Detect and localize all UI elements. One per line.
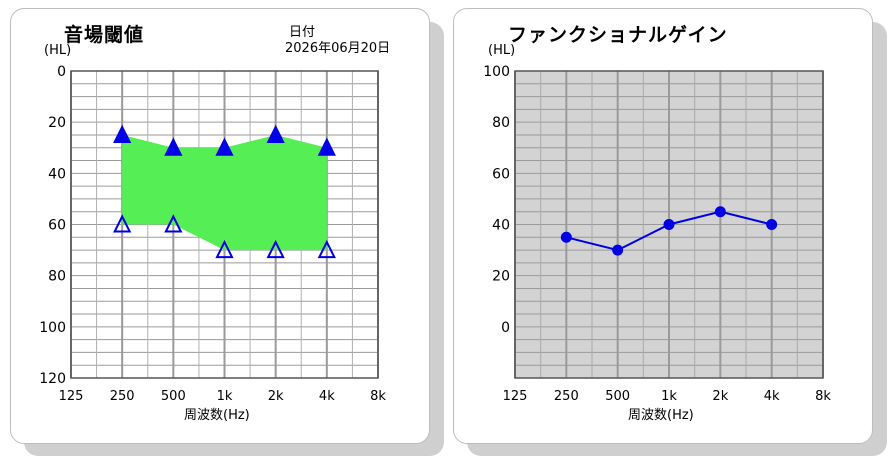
threshold-hollow-triangle-marker — [317, 239, 336, 259]
threshold-x-tick-label: 500 — [161, 389, 186, 404]
gain-point-marker — [766, 219, 778, 230]
threshold-x-tick-label: 125 — [59, 389, 84, 404]
gain-x-tick-label: 1k — [661, 389, 677, 404]
threshold-band — [122, 134, 327, 251]
gain-plot-border — [514, 70, 824, 379]
threshold-filled-triangle-marker — [317, 137, 336, 156]
gain-x-axis-label: 周波数(Hz) — [628, 408, 694, 423]
threshold-y-tick-label: 60 — [48, 218, 66, 234]
date-value: 2026年06月20日 — [285, 41, 391, 56]
threshold-y-tick-label: 80 — [48, 269, 66, 285]
gain-x-tick-label: 125 — [503, 389, 528, 404]
gain-y-tick-label: 20 — [492, 269, 510, 285]
gain-x-tick-label: 250 — [554, 389, 579, 404]
threshold-x-tick-label: 8k — [370, 389, 386, 404]
threshold-y-tick-label: 0 — [57, 64, 66, 80]
gain-x-tick-label: 500 — [605, 389, 630, 404]
gain-point-marker — [612, 244, 624, 256]
threshold-chart-title: 音場閾値 — [64, 24, 145, 46]
threshold-hollow-triangle-marker — [164, 214, 183, 233]
threshold-y-tick-label: 20 — [48, 115, 66, 131]
gain-x-tick-label: 8k — [815, 389, 831, 404]
gain-point-marker — [560, 231, 572, 243]
threshold-filled-triangle-marker — [266, 124, 285, 143]
gain-y-tick-label: 60 — [492, 166, 510, 182]
gain-y-unit: (HL) — [488, 43, 516, 58]
threshold-plot-border — [70, 70, 379, 379]
gain-y-tick-label: 80 — [492, 115, 510, 131]
threshold-x-tick-label: 1k — [217, 389, 233, 404]
gain-x-tick-label: 4k — [764, 389, 780, 404]
gain-point-marker — [663, 219, 675, 230]
gain-x-tick-label: 2k — [712, 389, 728, 404]
threshold-y-unit: (HL) — [44, 43, 72, 58]
threshold-y-tick-label: 120 — [39, 371, 66, 387]
date-label: 日付 — [289, 25, 316, 40]
threshold-x-axis-label: 周波数(Hz) — [184, 408, 250, 423]
threshold-hollow-triangle-marker — [266, 239, 285, 259]
threshold-x-tick-label: 250 — [110, 389, 135, 404]
threshold-filled-triangle-marker — [113, 124, 132, 143]
threshold-hollow-triangle-marker — [215, 239, 234, 259]
gain-y-tick-label: 40 — [492, 218, 510, 234]
threshold-filled-triangle-marker — [164, 137, 183, 156]
threshold-y-tick-label: 100 — [39, 320, 66, 336]
gain-y-tick-label: 0 — [501, 320, 510, 336]
threshold-x-tick-label: 2k — [268, 389, 284, 404]
threshold-filled-triangle-marker — [215, 137, 234, 156]
gain-y-tick-label: 100 — [483, 64, 510, 80]
threshold-x-tick-label: 4k — [319, 389, 335, 404]
gain-point-marker — [714, 206, 726, 218]
threshold-y-tick-label: 40 — [48, 166, 66, 182]
gain-chart-title: ファンクショナルゲイン — [508, 24, 728, 46]
threshold-hollow-triangle-marker — [113, 214, 132, 233]
